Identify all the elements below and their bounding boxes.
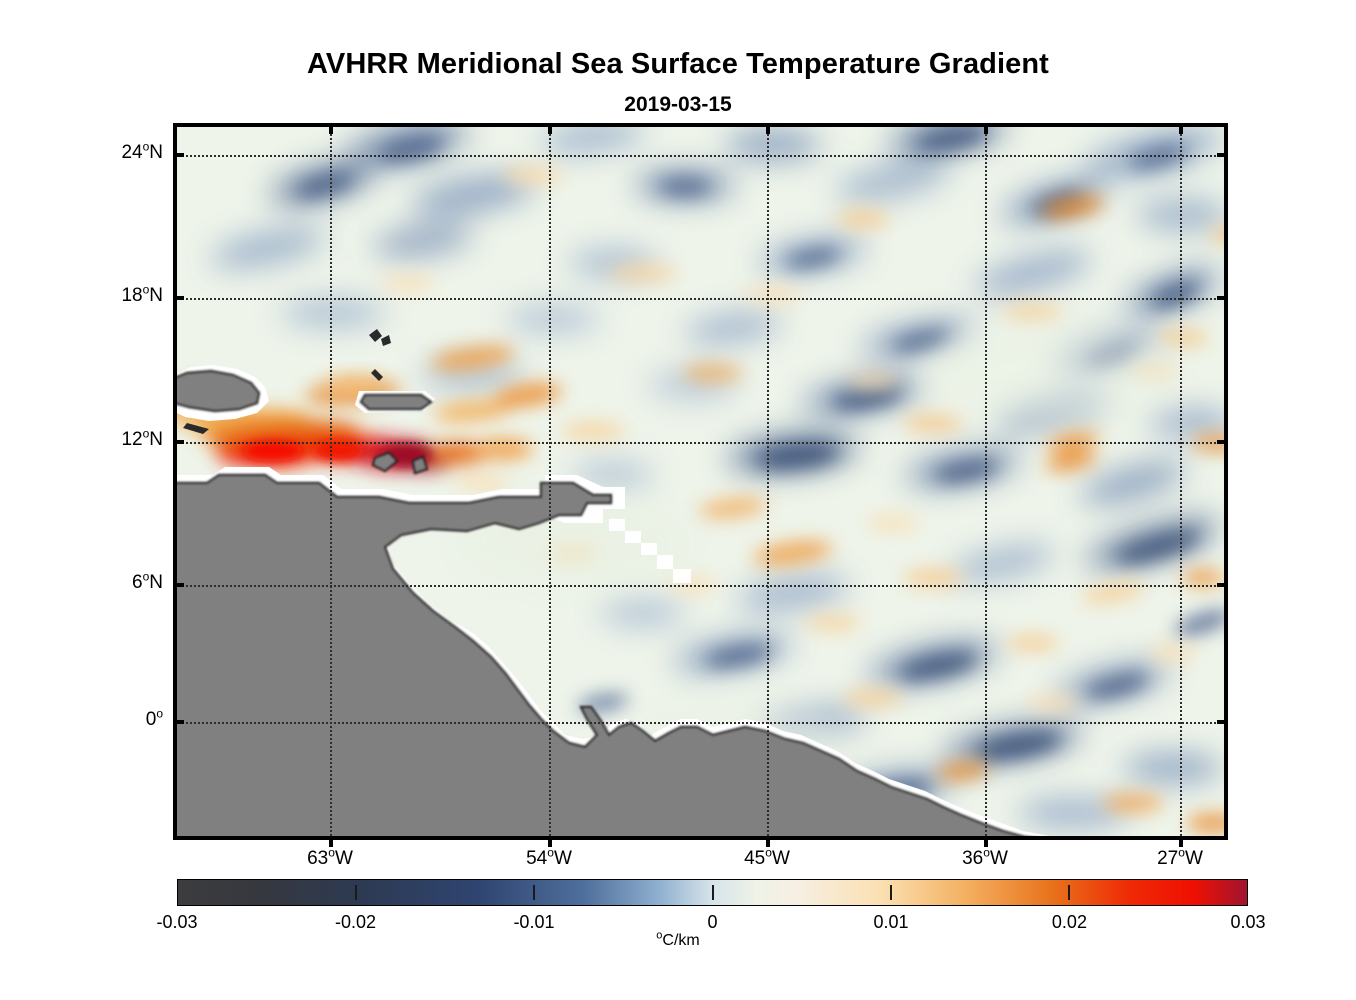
page-title: AVHRR Meridional Sea Surface Temperature…	[307, 48, 1049, 80]
x-tick-mark-top	[984, 123, 988, 134]
y-tick-mark-right	[1217, 720, 1228, 724]
x-tick-mark	[548, 836, 552, 847]
colorbar-tick-mark	[890, 885, 893, 900]
gridline-horizontal	[177, 722, 1224, 724]
map-plot-area[interactable]	[173, 123, 1228, 840]
x-tick-label-0: 63oW	[307, 845, 353, 869]
x-tick-mark	[329, 836, 333, 847]
colorbar-tick-mark	[1068, 885, 1071, 900]
colorbar-unit-label: oC/km	[656, 929, 700, 949]
x-tick-mark	[984, 836, 988, 847]
x-tick-mark-top	[766, 123, 770, 134]
x-tick-label-3: 36oW	[962, 845, 1008, 869]
y-tick-mark-right	[1217, 440, 1228, 444]
x-tick-mark-top	[329, 123, 333, 134]
gridline-vertical	[985, 127, 987, 836]
figure-subtitle: 2019-03-15	[624, 93, 732, 116]
gridline-vertical	[767, 127, 769, 836]
colorbar[interactable]	[177, 879, 1248, 906]
colorbar-tick-label-6: 0.03	[1230, 912, 1266, 932]
gridline-horizontal	[177, 585, 1224, 587]
x-tick-label-1: 54oW	[526, 845, 572, 869]
y-tick-mark	[173, 720, 184, 724]
gridline-horizontal	[177, 155, 1224, 157]
x-tick-mark	[766, 836, 770, 847]
gridline-vertical	[1180, 127, 1182, 836]
x-tick-mark-top	[548, 123, 552, 134]
y-tick-label-0: 24oN	[121, 139, 163, 163]
colorbar-tick-mark	[711, 885, 714, 900]
y-tick-mark	[173, 440, 184, 444]
colorbar-tick-label-0: -0.03	[156, 912, 198, 932]
x-tick-label-2: 45oW	[744, 845, 790, 869]
map-clip	[177, 127, 1224, 836]
colorbar-tick-mark	[532, 885, 535, 900]
x-tick-mark-top	[1179, 123, 1183, 134]
colorbar-tick-label-1: -0.02	[335, 912, 377, 932]
gridline-vertical	[549, 127, 551, 836]
y-tick-mark	[173, 583, 184, 587]
colorbar-tick-label-2: -0.01	[513, 912, 555, 932]
y-tick-mark-right	[1217, 153, 1228, 157]
gridline-horizontal	[177, 442, 1224, 444]
y-tick-mark	[173, 153, 184, 157]
y-tick-label-4: 0o	[145, 706, 163, 730]
y-tick-mark-right	[1217, 583, 1228, 587]
colorbar-tick-label-3: 0	[707, 912, 718, 932]
y-tick-label-2: 12oN	[121, 426, 163, 450]
y-tick-label-3: 6oN	[132, 569, 163, 593]
gridline-vertical	[330, 127, 332, 836]
x-tick-mark	[1179, 836, 1183, 847]
colorbar-tick-label-4: 0.01	[873, 912, 909, 932]
y-tick-label-1: 18oN	[121, 282, 163, 306]
y-tick-mark	[173, 296, 184, 300]
colorbar-tick-mark	[354, 885, 357, 900]
colorbar-tick-label-5: 0.02	[1051, 912, 1087, 932]
gridline-horizontal	[177, 298, 1224, 300]
sst-gradient-heatmap	[177, 127, 1224, 836]
x-tick-label-4: 27oW	[1157, 845, 1203, 869]
y-tick-mark-right	[1217, 296, 1228, 300]
